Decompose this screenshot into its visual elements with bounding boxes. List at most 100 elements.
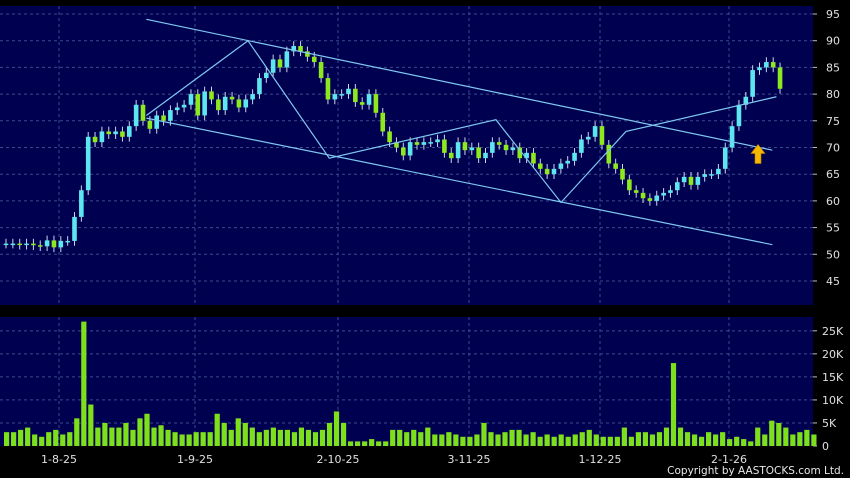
volume-y-tick-label: 15K	[822, 371, 844, 384]
volume-bar	[663, 427, 670, 446]
candle-body	[250, 94, 255, 100]
volume-bar	[95, 427, 101, 446]
candle-body	[181, 104, 187, 108]
candle-body	[551, 168, 557, 175]
candle-body	[572, 152, 577, 161]
volume-bar	[509, 429, 515, 446]
zigzag-trendline	[145, 39, 777, 204]
price-y-tick-label: 70	[826, 141, 840, 154]
candle-body	[339, 94, 344, 96]
volume-bar	[340, 422, 347, 446]
candle-body	[462, 142, 468, 151]
candle-body	[188, 94, 194, 105]
volume-bar	[769, 420, 775, 446]
volume-bar	[516, 429, 522, 446]
candle-body	[743, 96, 749, 105]
volume-bar	[39, 436, 45, 446]
volume-bar	[221, 422, 227, 446]
candle-body	[558, 163, 564, 169]
volume-bar	[67, 432, 73, 446]
candle-body	[147, 120, 153, 129]
price-y-tick-label: 45	[826, 275, 840, 288]
volume-bar	[453, 434, 459, 446]
volume-bar	[439, 434, 445, 446]
volume-bar	[46, 432, 52, 446]
volume-bar	[109, 427, 115, 446]
volume-bar	[790, 434, 796, 446]
candle-body	[140, 104, 146, 121]
candle-body	[229, 96, 235, 100]
price-y-tick-label: 50	[826, 248, 840, 261]
candle-body	[729, 126, 735, 148]
volume-bar	[390, 429, 396, 446]
candle-body	[401, 147, 406, 156]
candle-body	[565, 160, 570, 164]
volume-bar	[319, 429, 326, 446]
candle-body	[85, 136, 91, 191]
candle-body	[222, 96, 228, 111]
candle-body	[469, 147, 475, 151]
candle-body	[620, 168, 625, 180]
candle-body	[387, 131, 392, 143]
volume-bar	[165, 429, 171, 446]
candle-body	[627, 179, 632, 191]
volume-panel	[0, 317, 813, 446]
volume-bar	[326, 422, 333, 446]
candle-body	[544, 168, 550, 175]
volume-bar	[404, 432, 410, 446]
candle-body	[332, 94, 338, 100]
volume-bar	[88, 404, 94, 446]
price-y-tick-label: 85	[826, 61, 840, 74]
volume-bar	[305, 429, 312, 446]
candle-body	[592, 126, 598, 137]
volume-bar	[411, 429, 417, 446]
volume-bar	[691, 434, 698, 446]
candle-body	[633, 190, 639, 193]
candle-body	[243, 99, 249, 108]
candle-body	[270, 59, 276, 73]
candle-body	[736, 104, 742, 127]
volume-bar	[642, 432, 649, 446]
volume-bar	[263, 429, 269, 446]
volume-bar	[804, 429, 810, 446]
candle-body	[695, 176, 701, 185]
volume-bar	[256, 432, 262, 446]
volume-y-tick-label: 25K	[822, 325, 844, 338]
candle-body	[72, 216, 77, 241]
volume-y-tick-label: 5K	[822, 417, 837, 430]
volume-bar	[607, 436, 613, 446]
candle-body	[353, 88, 358, 103]
volume-bar	[720, 432, 726, 446]
candle-body	[65, 240, 70, 243]
candle-body	[675, 182, 680, 191]
volume-bar	[474, 434, 480, 446]
volume-bar	[144, 413, 150, 446]
volume-bar	[734, 436, 740, 446]
candle-body	[373, 94, 379, 113]
volume-y-tick-label: 20K	[822, 348, 844, 361]
volume-bar	[137, 418, 143, 446]
candle-body	[51, 240, 57, 248]
candle-body	[161, 115, 166, 121]
volume-bar	[488, 432, 494, 446]
volume-bar	[355, 441, 361, 446]
volume-bar	[158, 425, 164, 446]
candle-body	[236, 99, 242, 108]
volume-bar	[572, 434, 578, 446]
volume-bar	[60, 434, 66, 446]
candle-body	[3, 243, 9, 246]
volume-bar	[677, 427, 684, 446]
candles-group	[3, 41, 783, 253]
volume-bar	[537, 436, 543, 446]
volume-bar	[530, 432, 536, 446]
candle-body	[640, 192, 646, 199]
volume-bar	[116, 427, 122, 446]
candle-body	[681, 176, 687, 183]
volume-bar	[418, 432, 424, 446]
volume-bar	[621, 427, 627, 446]
candle-body	[113, 131, 118, 135]
candle-body	[284, 51, 290, 68]
candle-body	[435, 139, 440, 143]
volume-bar	[460, 436, 466, 446]
